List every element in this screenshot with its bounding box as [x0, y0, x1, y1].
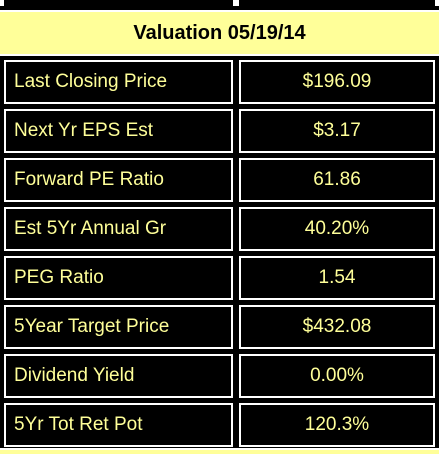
border-segment	[435, 0, 439, 6]
valuation-header: Valuation 05/19/14	[0, 10, 439, 56]
table-row: 5Year Target Price $432.08	[0, 303, 439, 352]
table-row: Est 5Yr Annual Gr 40.20%	[0, 205, 439, 254]
row-value: 0.00%	[239, 354, 435, 398]
border-segment	[233, 0, 239, 6]
valuation-table: Last Closing Price $196.09 Next Yr EPS E…	[0, 58, 439, 450]
table-row: Forward PE Ratio 61.86	[0, 156, 439, 205]
row-value: 61.86	[239, 158, 435, 202]
row-label: 5Year Target Price	[4, 305, 233, 349]
table-row: 5Yr Tot Ret Pot 120.3%	[0, 401, 439, 450]
row-value: 40.20%	[239, 207, 435, 251]
row-value: $432.08	[239, 305, 435, 349]
previous-row-remnant	[0, 0, 439, 6]
row-label: PEG Ratio	[4, 256, 233, 300]
next-section-remnant	[0, 448, 439, 454]
row-value: $3.17	[239, 109, 435, 153]
row-label: Est 5Yr Annual Gr	[4, 207, 233, 251]
table-row: Next Yr EPS Est $3.17	[0, 107, 439, 156]
row-label: Forward PE Ratio	[4, 158, 233, 202]
row-value: $196.09	[239, 60, 435, 104]
table-row: Dividend Yield 0.00%	[0, 352, 439, 401]
table-row: Last Closing Price $196.09	[0, 58, 439, 107]
border-segment	[0, 0, 4, 6]
row-label: Last Closing Price	[4, 60, 233, 104]
row-value: 1.54	[239, 256, 435, 300]
row-label: Next Yr EPS Est	[4, 109, 233, 153]
row-value: 120.3%	[239, 403, 435, 447]
row-label: Dividend Yield	[4, 354, 233, 398]
row-label: 5Yr Tot Ret Pot	[4, 403, 233, 447]
table-row: PEG Ratio 1.54	[0, 254, 439, 303]
